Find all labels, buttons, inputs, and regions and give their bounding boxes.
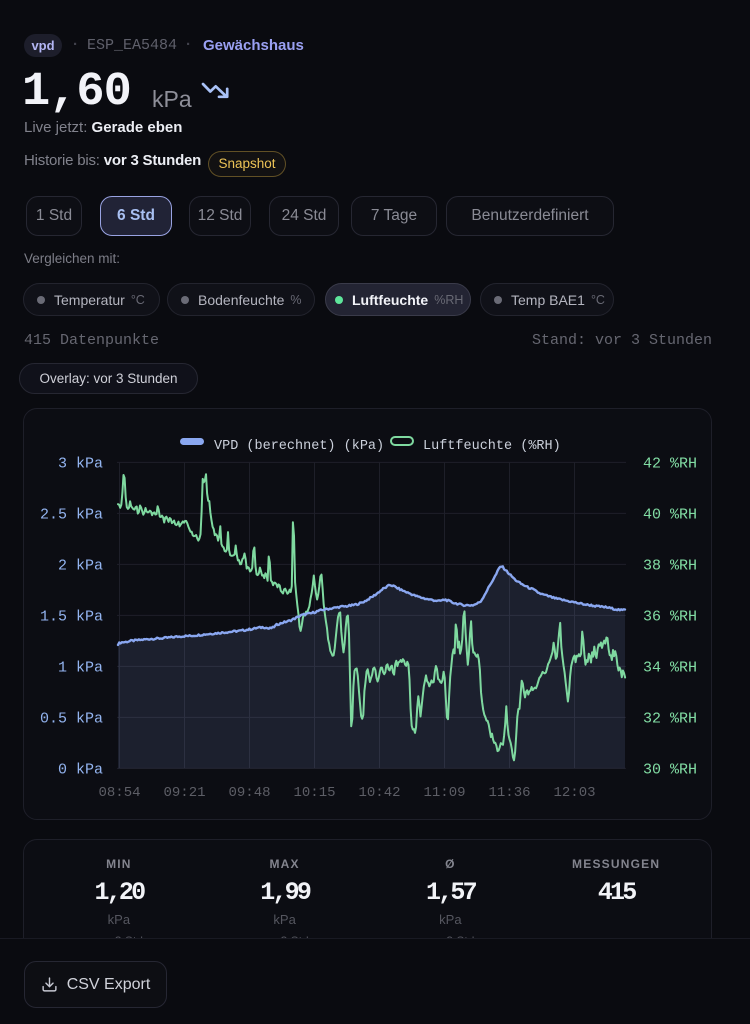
svg-text:09:48: 09:48 (228, 785, 270, 801)
svg-text:38 %RH: 38 %RH (643, 557, 697, 574)
svg-text:32 %RH: 32 %RH (643, 710, 697, 727)
svg-text:12:03: 12:03 (553, 785, 595, 801)
svg-text:10:15: 10:15 (293, 785, 335, 801)
svg-text:Luftfeuchte (%RH): Luftfeuchte (%RH) (423, 439, 561, 454)
svg-text:VPD (berechnet) (kPa): VPD (berechnet) (kPa) (214, 439, 384, 454)
svg-text:10:42: 10:42 (358, 785, 400, 801)
svg-text:34 %RH: 34 %RH (643, 659, 697, 676)
svg-text:2 kPa: 2 kPa (58, 557, 103, 574)
svg-text:0.5 kPa: 0.5 kPa (40, 710, 103, 727)
svg-text:30 %RH: 30 %RH (643, 761, 697, 778)
svg-text:11:09: 11:09 (423, 785, 465, 801)
svg-text:09:21: 09:21 (163, 785, 205, 801)
svg-text:2.5 kPa: 2.5 kPa (40, 506, 103, 523)
svg-text:36 %RH: 36 %RH (643, 608, 697, 625)
svg-text:42 %RH: 42 %RH (643, 455, 697, 472)
svg-text:3 kPa: 3 kPa (58, 455, 103, 472)
svg-text:08:54: 08:54 (98, 785, 140, 801)
svg-text:0 kPa: 0 kPa (58, 761, 103, 778)
svg-text:1.5 kPa: 1.5 kPa (40, 608, 103, 625)
svg-text:40 %RH: 40 %RH (643, 506, 697, 523)
svg-text:1 kPa: 1 kPa (58, 659, 103, 676)
svg-text:11:36: 11:36 (488, 785, 530, 801)
